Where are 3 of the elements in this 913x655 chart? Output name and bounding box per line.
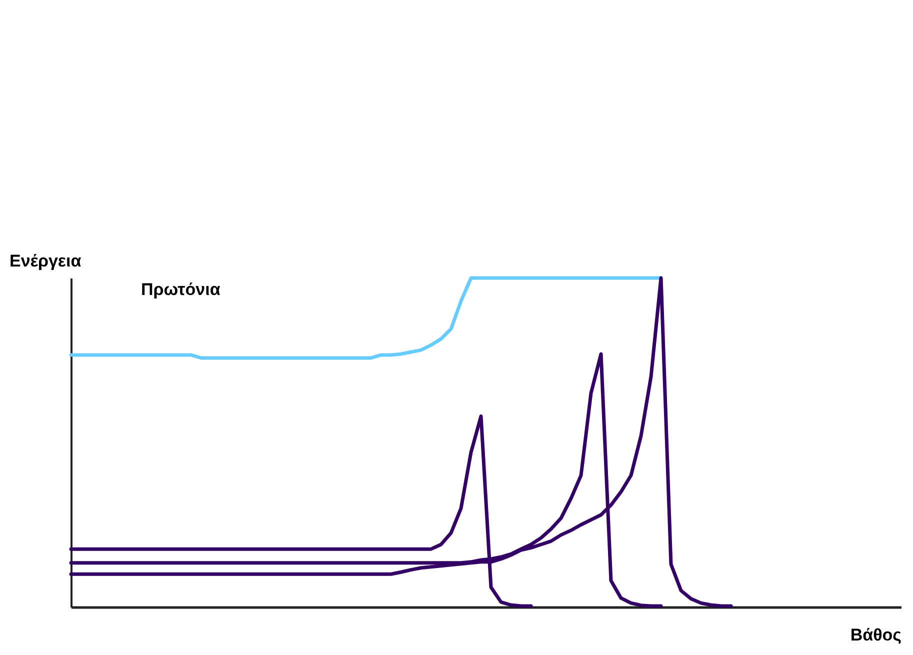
- annotation: Πρωτόνια: [141, 280, 221, 299]
- x-axis-title: Βάθος: [850, 626, 902, 644]
- y-axis-title: Ενέργεια: [10, 252, 82, 270]
